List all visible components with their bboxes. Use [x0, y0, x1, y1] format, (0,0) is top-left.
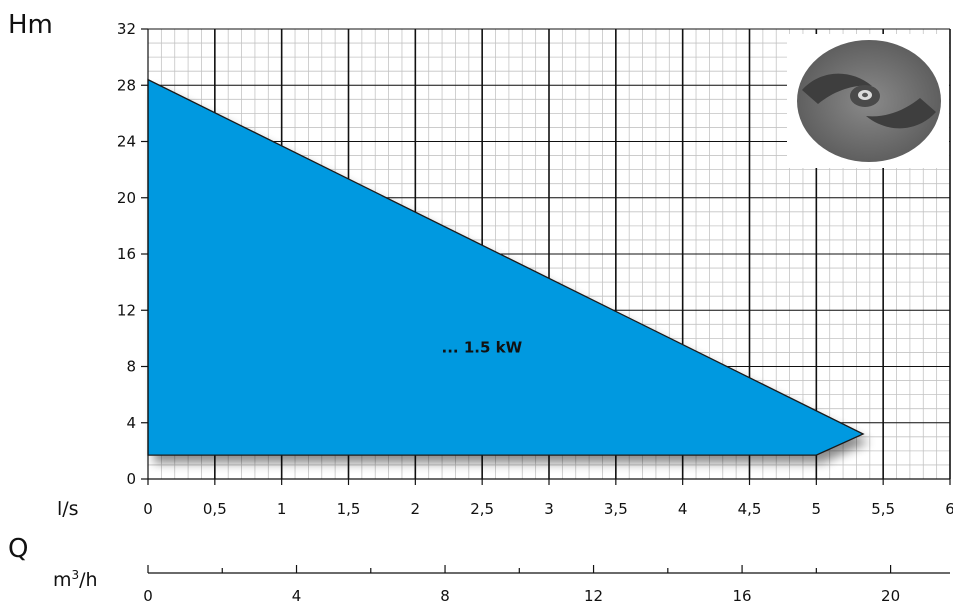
- x-tick-label: 5,5: [871, 500, 895, 518]
- x2-tick-label: 8: [440, 587, 450, 605]
- x-tick-label: 4,5: [738, 500, 762, 518]
- x2-axis-title: m3/h: [53, 568, 98, 591]
- x-tick-label: 3: [544, 500, 554, 518]
- x-tick-label: 6: [945, 500, 953, 518]
- x-tick-label: 5: [812, 500, 822, 518]
- x-tick-label: 2: [411, 500, 421, 518]
- x-axis-title: l/s: [57, 498, 79, 520]
- x2-tick-label: 20: [881, 587, 900, 605]
- x2-tick-label: 4: [292, 587, 302, 605]
- y-tick-label: 32: [117, 20, 136, 38]
- x2-tick-label: 16: [733, 587, 752, 605]
- y-tick-label: 4: [126, 414, 136, 432]
- y-axis-title: Hm: [8, 10, 53, 40]
- performance-area: [147, 78, 865, 456]
- x-tick-label: 0: [143, 500, 153, 518]
- performance-area-layer: ... 1.5 kW: [147, 78, 870, 464]
- x2-axis-title-tail: /h: [79, 569, 97, 591]
- y-tick-label: 0: [126, 470, 136, 488]
- x-tick-label: 4: [678, 500, 688, 518]
- y-tick-label: 24: [117, 133, 136, 151]
- x2-axis-title-sup: 3: [72, 568, 80, 582]
- y-tick-label: 16: [117, 245, 136, 263]
- y-tick-label: 28: [117, 76, 136, 94]
- x-tick-label: 0,5: [203, 500, 227, 518]
- y-tick-label: 20: [117, 189, 136, 207]
- x-tick-label: 3,5: [604, 500, 628, 518]
- area-label: ... 1.5 kW: [442, 338, 523, 356]
- y-tick-label: 8: [126, 358, 136, 376]
- q-label: Q: [8, 534, 28, 564]
- x2-tick-label: 12: [584, 587, 603, 605]
- x-tick-label: 1: [277, 500, 287, 518]
- x2-tick-label: 0: [143, 587, 153, 605]
- axes-layer: [141, 28, 951, 574]
- x2-axis-title-base: m: [53, 569, 72, 591]
- impeller-photo: [787, 34, 949, 168]
- y-tick-label: 12: [117, 301, 136, 319]
- x-tick-label: 2,5: [470, 500, 494, 518]
- x-tick-label: 1,5: [337, 500, 361, 518]
